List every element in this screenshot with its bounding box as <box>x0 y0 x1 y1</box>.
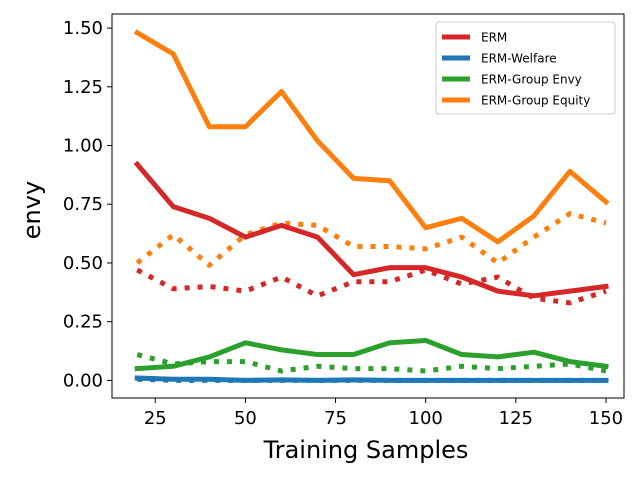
y-tick-label: 0.25 <box>63 312 103 333</box>
x-tick-label: 25 <box>144 408 167 429</box>
x-axis: 25 50 75 100 125 150 <box>144 398 623 429</box>
y-tick-label: 0.00 <box>63 370 103 391</box>
series-line-8-dotted <box>135 211 607 268</box>
legend-label: ERM-Group Envy <box>481 73 582 87</box>
y-tick-label: 1.00 <box>63 136 103 157</box>
legend-label: ERM-Group Equity <box>481 94 590 108</box>
x-tick-label: 100 <box>409 408 443 429</box>
series-line-3 <box>134 337 609 372</box>
series-layer <box>133 29 610 383</box>
y-axis: 0.00 0.25 0.50 0.75 1.00 1.25 1.50 <box>63 18 112 391</box>
legend: ERM ERM-Welfare ERM-Group Envy ERM-Group Eq… <box>435 21 616 115</box>
x-tick-label: 75 <box>324 408 347 429</box>
x-axis-label: Training Samples <box>263 436 469 464</box>
y-tick-label: 0.75 <box>63 194 103 215</box>
legend-box <box>435 21 616 115</box>
x-tick-label: 50 <box>234 408 257 429</box>
legend-label: ERM-Welfare <box>481 52 557 66</box>
series-line-2 <box>134 375 609 383</box>
legend-label: ERM <box>481 31 507 45</box>
y-axis-label: envy <box>18 181 46 239</box>
series-line-1 <box>133 160 609 299</box>
y-tick-label: 1.50 <box>63 18 103 39</box>
x-tick-label: 125 <box>499 408 533 429</box>
y-tick-label: 0.50 <box>63 253 103 274</box>
series-line-5-dotted <box>136 267 607 306</box>
x-tick-label: 150 <box>589 408 623 429</box>
y-tick-label: 1.25 <box>63 77 103 98</box>
series-line-7-dotted <box>136 352 607 374</box>
plot-frame <box>111 13 625 399</box>
series-line-4 <box>133 29 610 245</box>
